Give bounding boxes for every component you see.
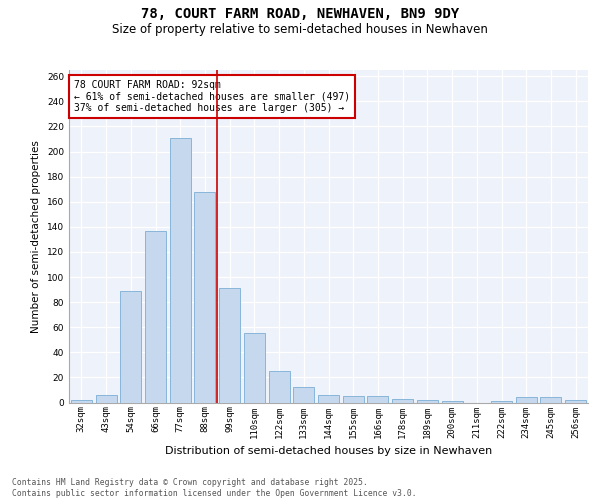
Bar [120, 291, 141, 403]
Bar [318, 395, 339, 402]
Bar [194, 192, 215, 402]
Bar [219, 288, 240, 403]
X-axis label: Distribution of semi-detached houses by size in Newhaven: Distribution of semi-detached houses by … [165, 446, 492, 456]
Text: Contains HM Land Registry data © Crown copyright and database right 2025.
Contai: Contains HM Land Registry data © Crown c… [12, 478, 416, 498]
Bar [244, 334, 265, 402]
Bar [95, 395, 116, 402]
Y-axis label: Number of semi-detached properties: Number of semi-detached properties [31, 140, 41, 332]
Bar [343, 396, 364, 402]
Bar [269, 371, 290, 402]
Bar [367, 396, 388, 402]
Bar [491, 401, 512, 402]
Bar [392, 398, 413, 402]
Bar [541, 398, 562, 402]
Bar [516, 398, 537, 402]
Text: 78 COURT FARM ROAD: 92sqm
← 61% of semi-detached houses are smaller (497)
37% of: 78 COURT FARM ROAD: 92sqm ← 61% of semi-… [74, 80, 350, 113]
Bar [170, 138, 191, 402]
Bar [145, 230, 166, 402]
Bar [565, 400, 586, 402]
Text: Size of property relative to semi-detached houses in Newhaven: Size of property relative to semi-detach… [112, 22, 488, 36]
Bar [293, 388, 314, 402]
Text: 78, COURT FARM ROAD, NEWHAVEN, BN9 9DY: 78, COURT FARM ROAD, NEWHAVEN, BN9 9DY [141, 8, 459, 22]
Bar [417, 400, 438, 402]
Bar [442, 401, 463, 402]
Bar [71, 400, 92, 402]
